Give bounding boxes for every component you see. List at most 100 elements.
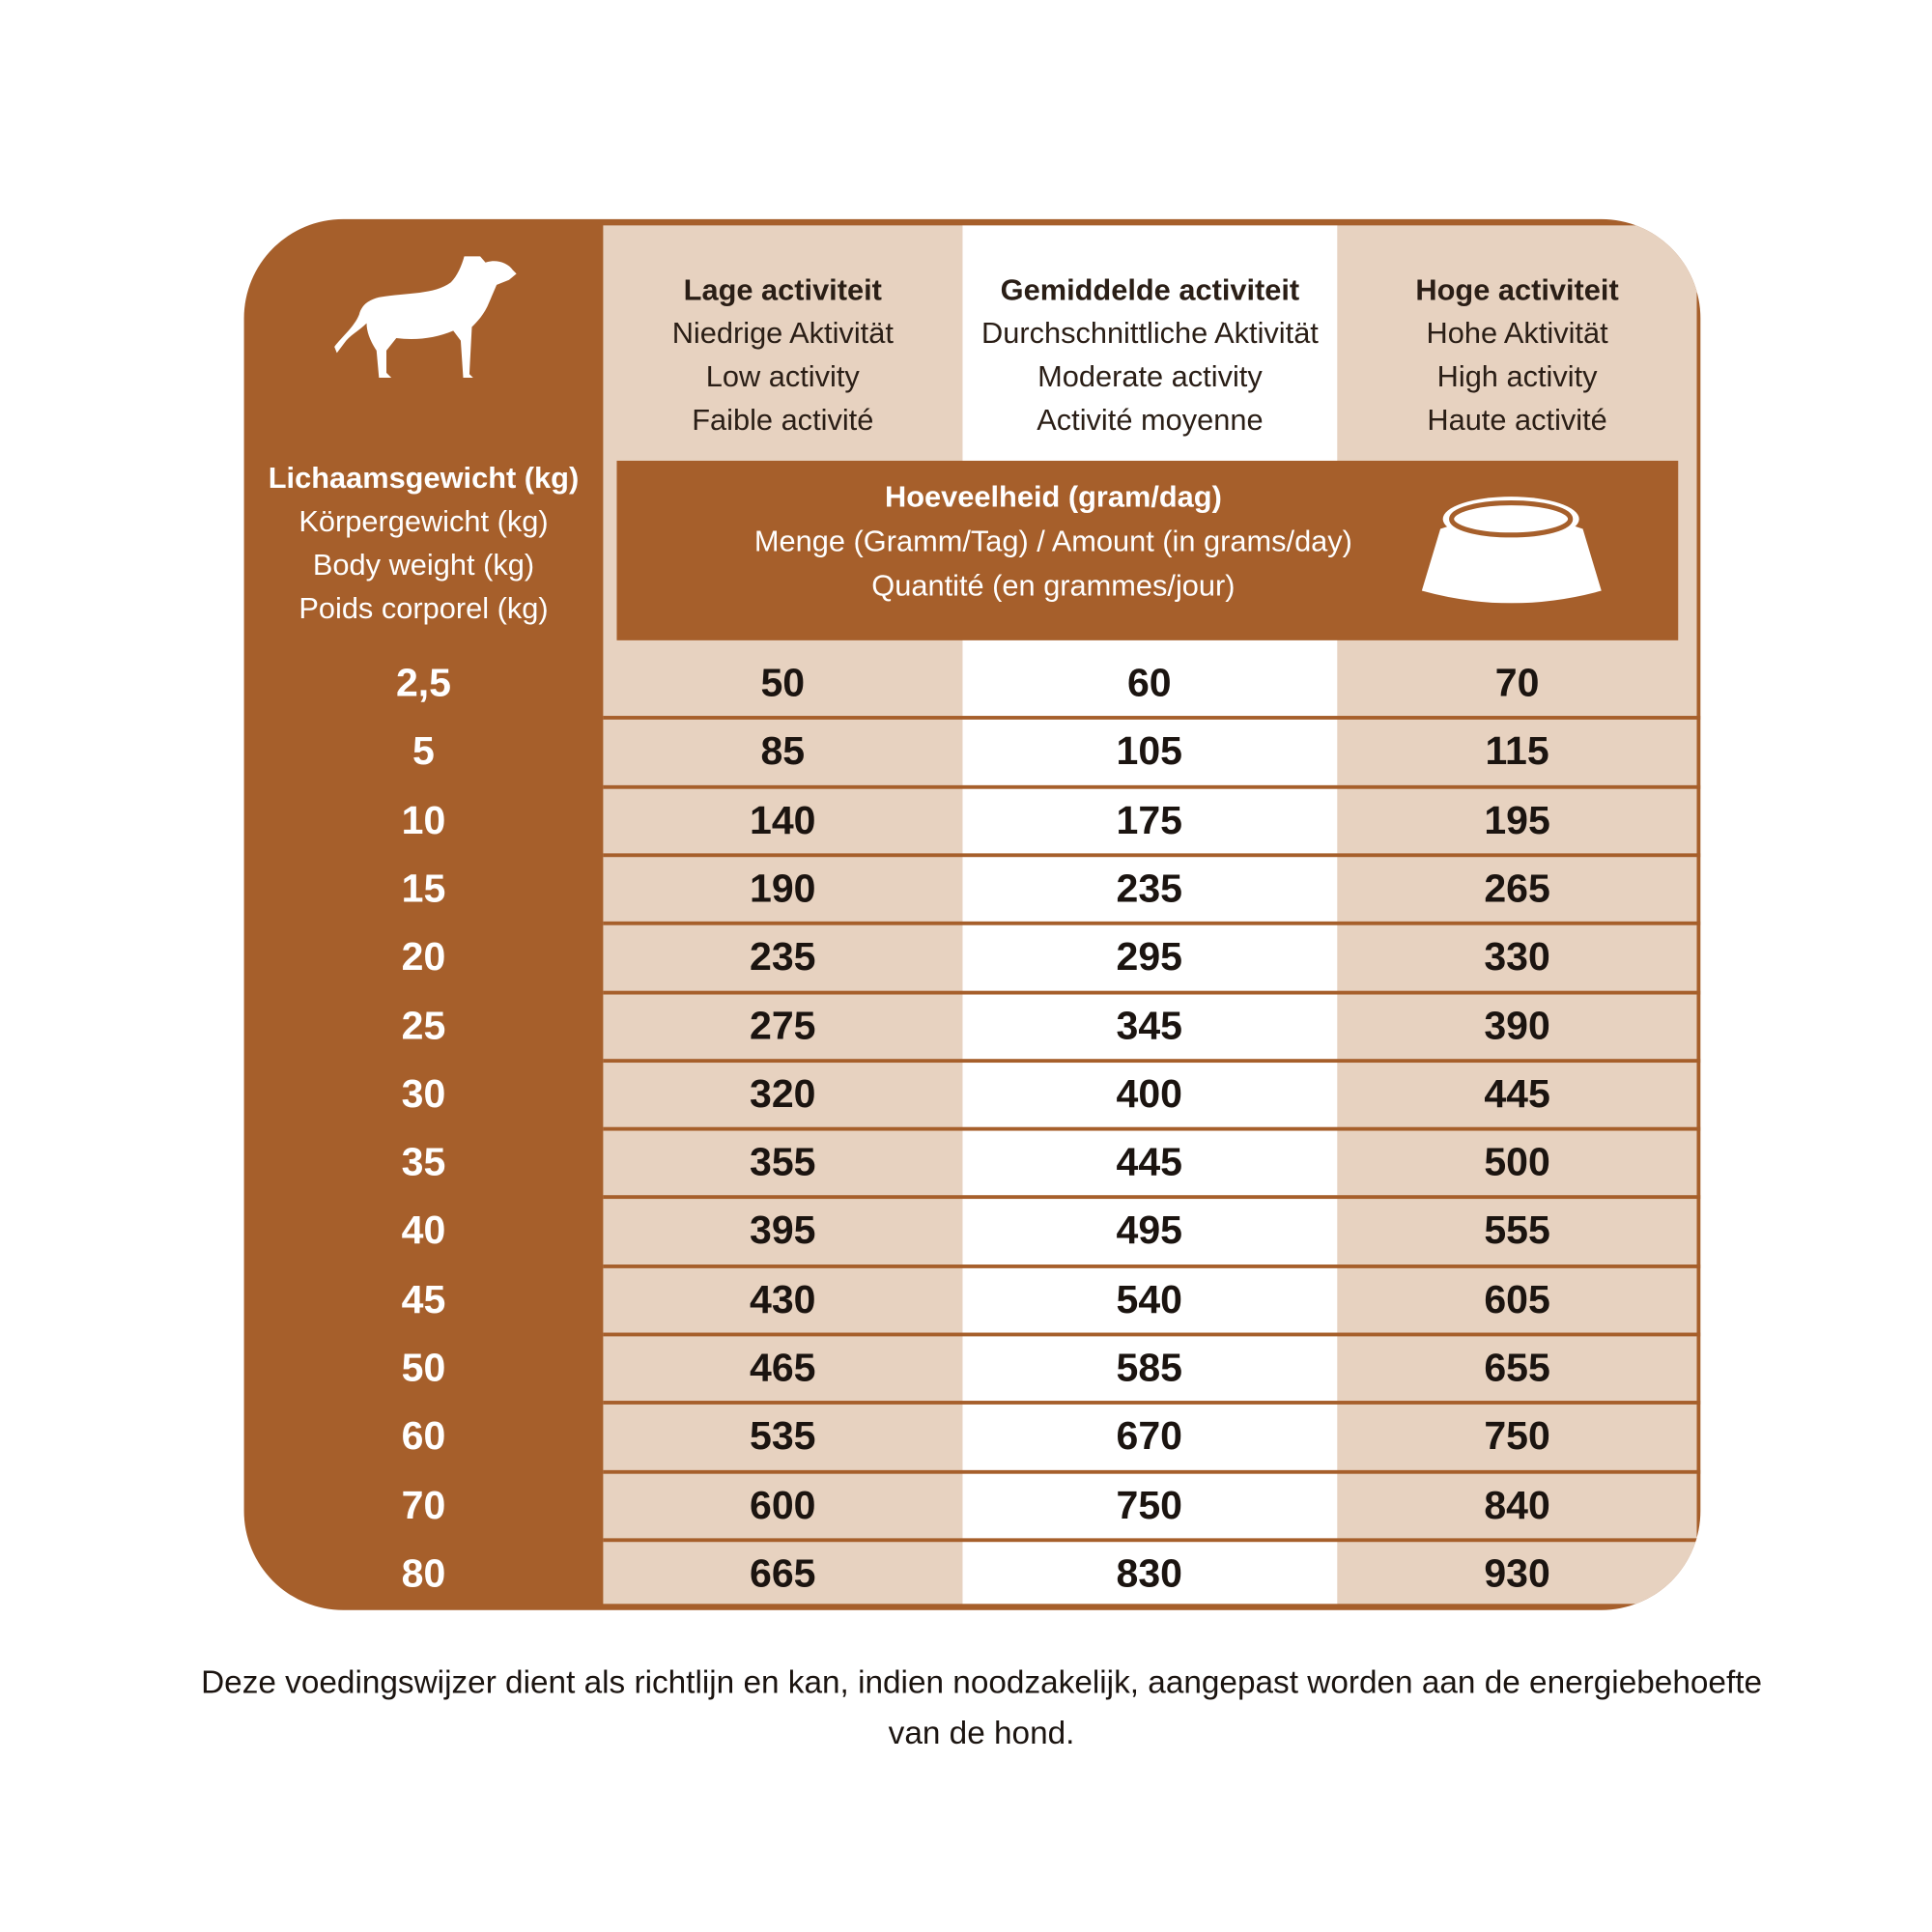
row-divider	[603, 990, 1701, 994]
weight-cell: 35	[401, 1139, 446, 1184]
amount-cell: 140	[750, 797, 816, 842]
amount-cell: 295	[1116, 933, 1183, 980]
amount-cell: 320	[750, 1070, 816, 1116]
amount-cell: 175	[1116, 797, 1183, 842]
amount-cell: 600	[750, 1482, 816, 1527]
amount-cell: 50	[760, 660, 806, 705]
amount-header-line: Quantité (en grammes/jour)	[871, 569, 1236, 604]
dog-silhouette-icon	[334, 256, 517, 379]
amount-cell: 235	[750, 933, 816, 980]
amount-cell: 60	[1126, 660, 1172, 705]
amount-cell: 345	[1116, 1002, 1183, 1048]
amount-cell: 400	[1116, 1070, 1183, 1116]
header-line: Activité moyenne	[1037, 403, 1264, 438]
header-line: Gemiddelde activiteit	[1000, 273, 1300, 307]
weight-cell: 30	[401, 1070, 446, 1116]
weight-header: Lichaamsgewicht (kg) Körpergewicht (kg) …	[244, 457, 604, 630]
weight-cell: 45	[401, 1276, 446, 1321]
weight-cell: 60	[401, 1413, 446, 1459]
amount-cell: 670	[1116, 1413, 1183, 1459]
amount-cell: 235	[1116, 866, 1183, 911]
header-line: Hoge activiteit	[1415, 273, 1619, 307]
row-divider	[603, 1264, 1701, 1268]
header-line: Poids corporel (kg)	[298, 591, 549, 626]
column-high-activity: Hoge activiteit Hohe Aktivität High acti…	[1337, 225, 1697, 1605]
row-divider	[603, 922, 1701, 925]
header-line: High activity	[1436, 360, 1598, 394]
header-line: Körpergewicht (kg)	[298, 505, 549, 539]
amount-cell: 840	[1484, 1482, 1550, 1527]
amount-cell: 750	[1116, 1482, 1183, 1527]
weight-cell: 25	[401, 1002, 446, 1048]
row-divider	[603, 1401, 1701, 1406]
amount-header-line: Hoeveelheid (gram/dag)	[885, 480, 1222, 515]
weight-cell: 50	[401, 1345, 446, 1390]
amount-cell: 555	[1484, 1208, 1550, 1253]
row-divider	[603, 716, 1701, 721]
row-divider	[603, 853, 1701, 858]
row-divider	[603, 784, 1701, 789]
amount-cell: 115	[1485, 728, 1549, 774]
header-line: Low activity	[705, 360, 860, 394]
weight-cell: 15	[401, 866, 446, 911]
row-divider	[603, 1538, 1701, 1543]
amount-cell: 665	[750, 1550, 816, 1596]
amount-cell: 535	[750, 1413, 816, 1459]
column-moderate-activity: Gemiddelde activiteit Durchschnittliche …	[962, 225, 1338, 1605]
amount-cell: 750	[1484, 1413, 1550, 1459]
amount-cell: 330	[1484, 933, 1550, 980]
header-line: Lage activiteit	[683, 273, 882, 307]
weight-cell: 40	[401, 1208, 446, 1253]
feeding-table: Lage activiteit Niedrige Aktivität Low a…	[243, 218, 1701, 1610]
row-divider	[603, 1058, 1701, 1063]
weight-cell: 5	[412, 728, 435, 774]
amount-cell: 70	[1494, 660, 1540, 705]
header-line: Hohe Aktivität	[1426, 317, 1608, 351]
row-divider	[603, 1126, 1701, 1131]
amount-cell: 85	[760, 728, 806, 774]
amount-cell: 500	[1484, 1139, 1550, 1184]
footnote: Deze voedingswijzer dient als richtlijn …	[201, 1662, 1763, 1751]
amount-cell: 265	[1484, 866, 1550, 911]
column-header-low: Lage activiteit Niedrige Aktivität Low a…	[603, 269, 962, 441]
header-line: Durchschnittliche Aktivität	[980, 317, 1319, 351]
amount-cell: 390	[1484, 1002, 1550, 1048]
weight-cell: 70	[401, 1482, 446, 1527]
header-line: Niedrige Aktivität	[671, 317, 894, 351]
weight-cell: 20	[401, 933, 446, 980]
amount-header-line: Menge (Gramm/Tag) / Amount (in grams/day…	[753, 525, 1352, 559]
column-header-moderate: Gemiddelde activiteit Durchschnittliche …	[962, 269, 1337, 441]
header-line: Body weight (kg)	[312, 548, 535, 582]
amount-cell: 585	[1116, 1345, 1183, 1390]
column-header-high: Hoge activiteit Hohe Aktivität High acti…	[1338, 269, 1697, 441]
column-low-activity: Lage activiteit Niedrige Aktivität Low a…	[603, 225, 963, 1605]
row-divider	[603, 1469, 1701, 1474]
food-bowl-icon	[1421, 497, 1602, 604]
amount-cell: 830	[1116, 1550, 1183, 1596]
amount-cell: 930	[1484, 1550, 1550, 1596]
amount-cell: 605	[1484, 1276, 1550, 1321]
amount-cell: 465	[750, 1345, 816, 1390]
amount-header-band: Hoeveelheid (gram/dag) Menge (Gramm/Tag)…	[616, 460, 1679, 640]
amount-cell: 495	[1116, 1208, 1183, 1253]
amount-cell: 195	[1484, 797, 1550, 842]
amount-cell: 445	[1116, 1139, 1183, 1184]
header-line: Faible activité	[692, 403, 874, 438]
amount-cell: 355	[750, 1139, 816, 1184]
amount-cell: 540	[1116, 1276, 1183, 1321]
weight-cell: 2,5	[395, 660, 451, 705]
row-divider	[603, 1195, 1701, 1200]
header-line: Haute activité	[1427, 403, 1607, 438]
weight-cell: 10	[401, 797, 446, 842]
header-line: Moderate activity	[1037, 360, 1263, 394]
amount-cell: 655	[1484, 1345, 1550, 1390]
amount-cell: 105	[1116, 728, 1183, 774]
row-divider	[603, 1332, 1701, 1337]
header-line: Lichaamsgewicht (kg)	[268, 462, 580, 496]
amount-cell: 275	[750, 1002, 816, 1048]
amount-cell: 190	[750, 866, 816, 911]
weight-cell: 80	[401, 1550, 446, 1596]
amount-cell: 445	[1484, 1070, 1550, 1116]
amount-cell: 430	[750, 1276, 816, 1321]
